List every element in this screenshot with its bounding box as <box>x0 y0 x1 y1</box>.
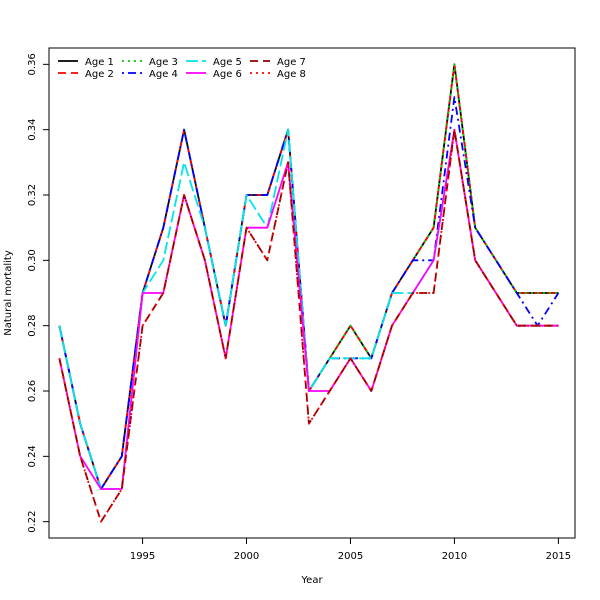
y-tick-label: 0.30 <box>27 249 38 271</box>
legend-label-5: Age 5 <box>213 57 242 68</box>
legend-label-2: Age 2 <box>85 69 114 80</box>
y-tick-label: 0.28 <box>27 315 38 337</box>
legend-label-1: Age 1 <box>85 57 114 68</box>
x-tick-label: 2015 <box>546 551 571 562</box>
x-axis-label: Year <box>300 575 323 586</box>
legend-label-7: Age 7 <box>277 57 306 68</box>
x-tick-label: 1995 <box>130 551 155 562</box>
y-tick-label: 0.24 <box>27 445 38 467</box>
legend-label-4: Age 4 <box>149 69 178 80</box>
legend-label-6: Age 6 <box>213 69 242 80</box>
legend-label-3: Age 3 <box>149 57 178 68</box>
series-line-2 <box>58 63 559 490</box>
series-line-5 <box>58 128 559 490</box>
y-axis: 0.22 0.24 0.26 0.28 0.30 0.32 0.34 0.36 <box>27 53 49 533</box>
y-tick-label: 0.22 <box>27 511 38 533</box>
legend-label-8: Age 8 <box>277 69 306 80</box>
series-line-8 <box>58 128 559 523</box>
x-axis: 1995 2000 2005 2010 2015 <box>130 538 571 562</box>
y-tick-label: 0.34 <box>27 119 38 141</box>
y-tick-label: 0.32 <box>27 184 38 206</box>
series-line-6 <box>58 128 559 490</box>
y-axis-label: Natural mortality <box>3 250 14 336</box>
series-line-1 <box>58 63 559 490</box>
y-tick-label: 0.26 <box>27 380 38 402</box>
x-tick-label: 2010 <box>442 551 467 562</box>
series-line-7 <box>58 128 559 523</box>
plot-frame <box>48 47 576 539</box>
series-line-4 <box>58 96 560 490</box>
x-tick-label: 2000 <box>234 551 259 562</box>
series-line-3 <box>58 63 559 490</box>
y-tick-label: 0.36 <box>27 53 38 75</box>
series-layer <box>58 63 560 523</box>
x-tick-label: 2005 <box>338 551 363 562</box>
